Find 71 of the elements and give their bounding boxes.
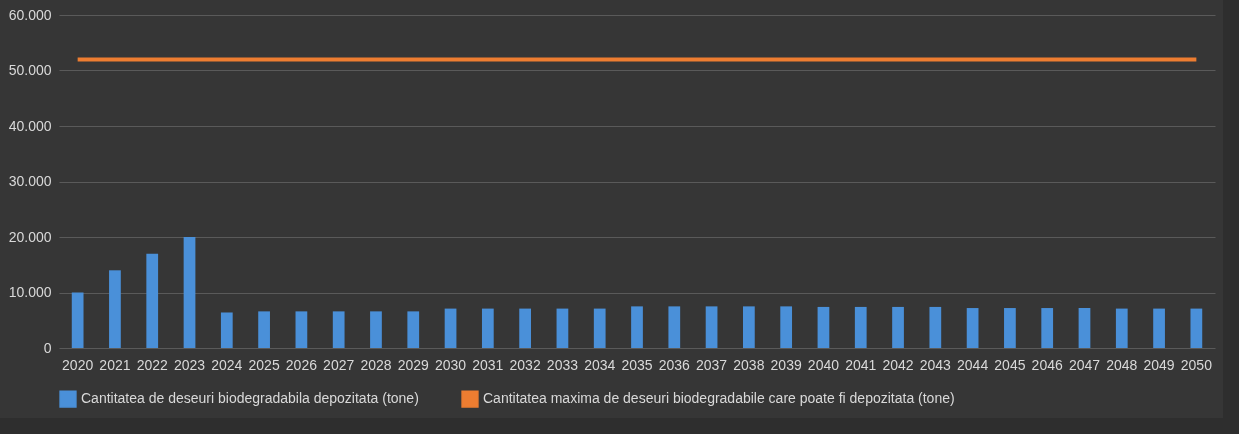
x-tick-label: 2041 (845, 356, 877, 373)
x-tick-label: 2023 (173, 356, 206, 373)
bar (892, 306, 904, 348)
bar (1078, 308, 1091, 348)
bar (481, 308, 494, 348)
x-tick-label: 2021 (99, 356, 131, 373)
x-tick-label: 2048 (1106, 356, 1138, 373)
y-tick-label: 60.000 (8, 6, 52, 23)
x-tick-label: 2025 (248, 356, 280, 373)
bar (966, 308, 979, 348)
bar (146, 253, 159, 348)
bar (1190, 308, 1203, 348)
y-tick-label: 20.000 (8, 228, 52, 245)
bar (295, 311, 308, 348)
x-tick-label: 2031 (472, 356, 504, 373)
x-tick-label: 2050 (1180, 356, 1213, 373)
x-tick-label: 2034 (584, 356, 616, 373)
x-tick-label: 2042 (882, 356, 914, 373)
bar (71, 292, 84, 348)
bar (220, 312, 233, 348)
x-tick-label: 2043 (919, 356, 952, 373)
bar (519, 308, 531, 348)
bar (370, 311, 382, 348)
x-tick-label: 2026 (285, 356, 318, 373)
x-tick-label: 2049 (1143, 356, 1175, 373)
bar (593, 308, 606, 348)
x-tick-label: 2027 (323, 356, 355, 373)
bar (817, 306, 830, 348)
bar (743, 306, 755, 348)
bar (705, 306, 718, 348)
y-tick-label: 30.000 (8, 173, 52, 189)
x-tick-label: 2036 (658, 356, 691, 373)
x-tick-label: 2037 (696, 356, 728, 373)
bar (183, 237, 196, 348)
x-tick-label: 2032 (509, 356, 541, 373)
bar (668, 306, 681, 348)
x-tick-label: 2040 (807, 356, 840, 373)
bar (258, 311, 270, 348)
x-tick-label: 2029 (397, 356, 430, 373)
x-tick-label: 2039 (770, 356, 802, 373)
x-tick-label: 2028 (360, 356, 392, 373)
legend-label: Cantitatea maxima de deseuri biodegradabile care poate fi depozitata (tone) (483, 390, 955, 407)
bar (332, 311, 345, 348)
x-tick-label: 2035 (621, 356, 653, 373)
bar (407, 311, 420, 348)
bar (1115, 308, 1128, 348)
x-tick-label: 2030 (434, 356, 467, 373)
y-tick-label: 40.000 (8, 117, 52, 134)
y-tick-label: 0 (43, 339, 52, 356)
x-tick-label: 2038 (733, 356, 765, 373)
x-tick-label: 2046 (1031, 356, 1063, 373)
bar (1153, 308, 1165, 348)
x-tick-label: 2020 (62, 356, 94, 373)
bar (1004, 308, 1016, 348)
x-tick-label: 2024 (211, 356, 243, 373)
x-tick-label: 2044 (957, 356, 989, 373)
bar (929, 306, 942, 348)
bar (780, 306, 793, 348)
bar (631, 306, 643, 348)
x-tick-label: 2045 (994, 356, 1026, 373)
bar (854, 306, 867, 348)
bar (556, 308, 569, 348)
x-tick-label: 2022 (136, 356, 169, 373)
legend-label: Cantitatea de deseuri biodegradabila depozitata (tone) (81, 390, 419, 407)
bar (109, 270, 121, 348)
x-tick-label: 2033 (546, 356, 579, 373)
x-tick-label: 2047 (1068, 356, 1101, 373)
bar (444, 308, 457, 348)
y-tick-label: 50.000 (8, 62, 52, 78)
bar (1041, 308, 1054, 348)
y-tick-label: 10.000 (8, 284, 52, 300)
